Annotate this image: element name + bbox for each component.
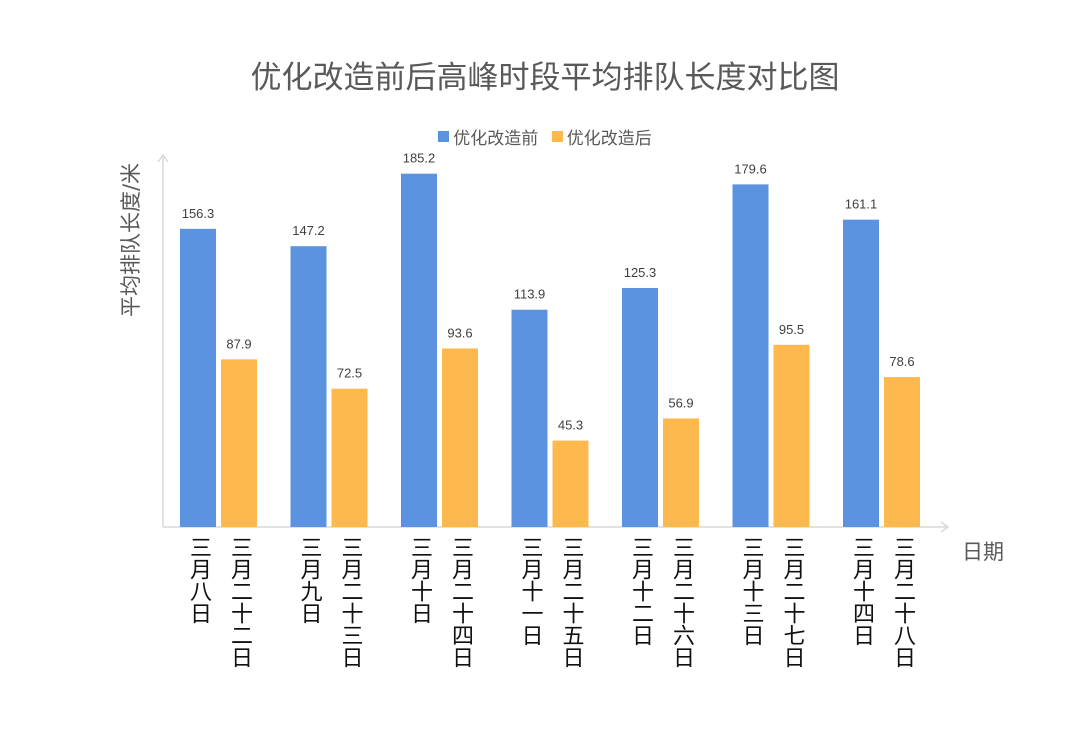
data-label-after-3: 45.3 — [558, 418, 583, 433]
bar-before-2 — [401, 173, 437, 528]
legend: 优化改造前 优化改造后 — [0, 124, 1080, 149]
x-tick-label-before-5: 三月十三日 — [738, 536, 764, 646]
x-tick-label-before-1: 三月九日 — [296, 536, 322, 624]
x-tick-label-after-3: 三月二十五日 — [558, 536, 584, 668]
data-label-before-1: 147.2 — [292, 223, 325, 238]
x-tick-label-before-2: 三月十日 — [407, 536, 432, 624]
legend-swatch-before — [438, 131, 450, 142]
x-tick-label-after-6: 三月二十八日 — [890, 536, 915, 668]
bar-before-0 — [180, 228, 216, 527]
bar-before-3 — [511, 309, 548, 527]
x-tick-label-after-0: 三月二十二日 — [227, 536, 252, 668]
bar-before-5 — [732, 184, 769, 527]
x-tick-label-after-5: 三月二十七日 — [779, 536, 805, 668]
x-tick-label-before-0: 三月八日 — [186, 536, 211, 624]
legend-swatch-after — [551, 131, 563, 142]
data-label-before-3: 113.9 — [514, 287, 546, 302]
bar-after-1 — [331, 388, 368, 527]
bar-before-1 — [290, 246, 327, 528]
data-label-after-4: 56.9 — [668, 395, 693, 410]
data-label-after-6: 78.6 — [889, 354, 914, 369]
data-label-before-5: 179.6 — [734, 161, 767, 176]
bar-after-4 — [663, 418, 699, 527]
bar-before-6 — [843, 219, 879, 527]
x-axis-arrow — [940, 521, 950, 533]
bar-after-6 — [884, 377, 920, 527]
x-axis-label: 日期 — [962, 540, 1004, 564]
data-label-after-5: 95.5 — [779, 322, 804, 337]
legend-item-after: 优化改造后 — [551, 124, 652, 149]
bar-before-4 — [622, 287, 658, 527]
data-label-before-4: 125.3 — [624, 265, 657, 280]
x-tick-label-before-4: 三月十二日 — [628, 536, 653, 646]
legend-label-after: 优化改造后 — [566, 129, 652, 149]
data-label-after-2: 93.6 — [447, 325, 472, 340]
x-tick-label-after-2: 三月二十四日 — [448, 536, 473, 668]
legend-label-before: 优化改造前 — [453, 129, 539, 149]
bar-after-3 — [552, 440, 589, 527]
x-tick-label-after-1: 三月二十三日 — [337, 536, 363, 668]
chart-title: 优化改造前后高峰时段平均排队长度对比图 — [250, 60, 840, 96]
data-label-after-0: 87.9 — [226, 336, 251, 351]
legend-item-before: 优化改造前 — [438, 124, 538, 149]
data-label-before-0: 156.3 — [182, 206, 215, 221]
bar-after-0 — [221, 359, 257, 527]
y-axis-arrow — [157, 153, 169, 163]
data-label-before-2: 185.2 — [403, 151, 436, 166]
bar-after-2 — [442, 348, 478, 527]
bar-after-5 — [773, 344, 810, 527]
data-label-before-6: 161.1 — [845, 197, 878, 212]
data-label-after-1: 72.5 — [337, 366, 362, 381]
x-tick-label-before-3: 三月十一日 — [517, 536, 543, 646]
x-tick-label-before-6: 三月十四日 — [849, 536, 874, 646]
x-tick-label-after-4: 三月二十六日 — [669, 536, 694, 668]
